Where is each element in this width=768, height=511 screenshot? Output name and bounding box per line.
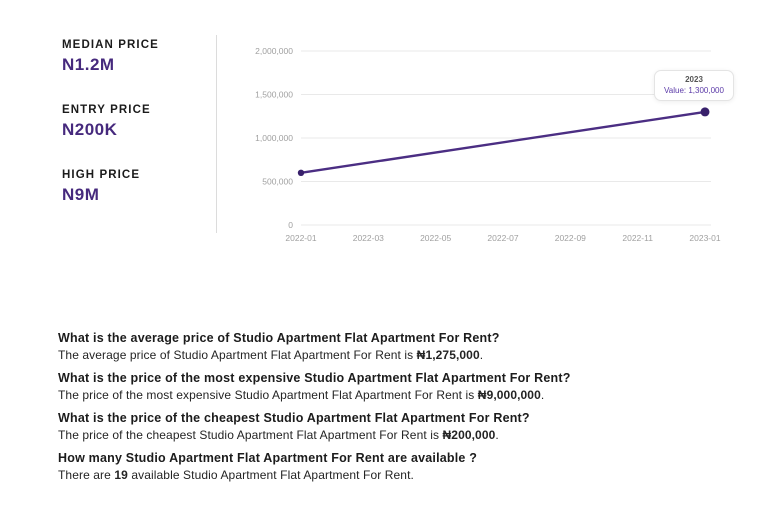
qa-item: What is the price of the cheapest Studio…	[58, 411, 738, 443]
question-text: What is the average price of Studio Apar…	[58, 331, 500, 345]
question-text: How many Studio Apartment Flat Apartment…	[58, 451, 478, 465]
chart-tooltip: 2023 Value: 1,300,000	[654, 70, 734, 101]
stat-value: N200K	[62, 120, 118, 139]
faq-section: What is the average price of Studio Apar…	[58, 331, 738, 491]
x-tick-label: 2022-01	[285, 233, 316, 243]
data-point[interactable]	[700, 107, 710, 117]
stat-label: HIGH PRICE	[62, 169, 141, 181]
answer-text: The average price of Studio Apartment Fl…	[58, 348, 484, 362]
stat-value: N9M	[62, 185, 100, 204]
question-text: What is the price of the cheapest Studio…	[58, 411, 530, 425]
x-tick-label: 2022-03	[353, 233, 384, 243]
y-tick-label: 1,000,000	[255, 133, 293, 143]
answer-text: There are 19 available Studio Apartment …	[58, 468, 414, 482]
data-point[interactable]	[297, 169, 305, 176]
stat-entry-price: ENTRY PRICE N200K	[62, 103, 159, 140]
y-tick-label: 500,000	[262, 177, 293, 187]
x-tick-label: 2022-07	[487, 233, 518, 243]
y-tick-label: 1,500,000	[255, 90, 293, 100]
x-tick-label: 2023-01	[689, 233, 720, 243]
line-chart-svg[interactable]: 0 500,000 1,000,000 1,500,000 2,000,000 2022-…	[235, 28, 768, 273]
answer-text: The price of the most expensive Studio A…	[58, 388, 545, 402]
question-text: What is the price of the most expensive …	[58, 371, 571, 385]
stat-label: ENTRY PRICE	[62, 104, 151, 116]
qa-item: What is the average price of Studio Apar…	[58, 331, 738, 363]
tooltip-value: Value: 1,300,000	[664, 86, 724, 95]
stat-label: MEDIAN PRICE	[62, 39, 159, 51]
tooltip-year: 2023	[685, 75, 703, 84]
qa-item: What is the price of the most expensive …	[58, 371, 738, 403]
x-tick-label: 2022-05	[420, 233, 451, 243]
y-tick-label: 0	[288, 220, 293, 230]
price-line	[300, 110, 706, 174]
qa-item: How many Studio Apartment Flat Apartment…	[58, 451, 738, 483]
stat-high-price: HIGH PRICE N9M	[62, 168, 159, 205]
price-trend-chart: 0 500,000 1,000,000 1,500,000 2,000,000 2022-…	[235, 28, 768, 273]
y-tick-label: 2,000,000	[255, 46, 293, 56]
stat-median-price: MEDIAN PRICE N1.2M	[62, 38, 159, 75]
x-tick-label: 2022-11	[622, 233, 653, 243]
price-stats-panel: MEDIAN PRICE N1.2M ENTRY PRICE N200K HIG…	[62, 38, 159, 233]
vertical-divider	[216, 35, 217, 233]
x-tick-label: 2022-09	[555, 233, 586, 243]
answer-text: The price of the cheapest Studio Apartme…	[58, 428, 499, 442]
stat-value: N1.2M	[62, 55, 115, 74]
